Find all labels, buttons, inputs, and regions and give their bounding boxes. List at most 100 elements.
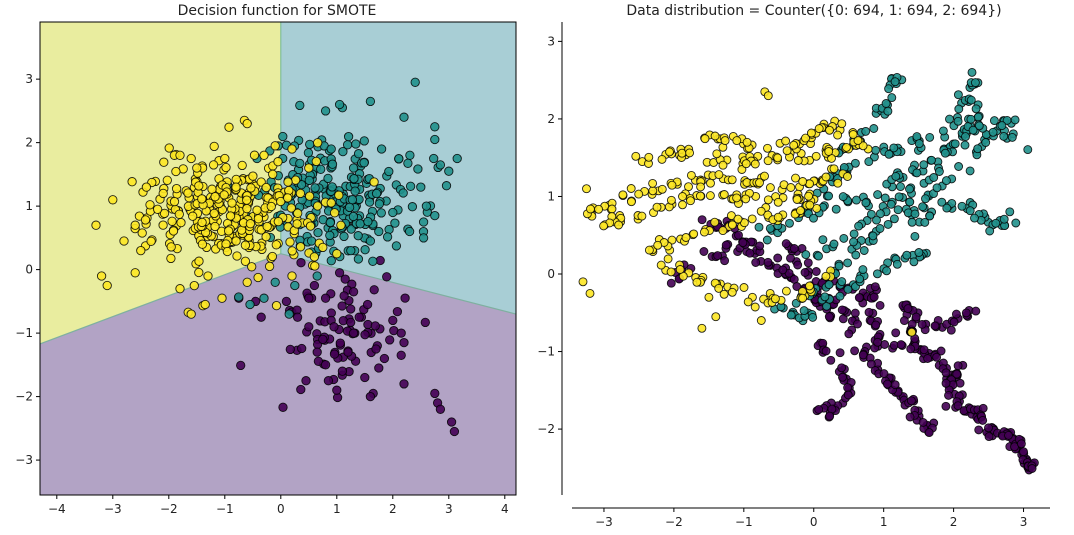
point-class-2	[750, 159, 760, 169]
point-class-2	[648, 186, 658, 196]
point-class-2	[246, 183, 256, 193]
point-class-1	[883, 219, 893, 229]
point-class-1	[872, 269, 882, 279]
point-class-1	[957, 201, 967, 211]
point-class-0	[843, 383, 853, 393]
point-class-0	[713, 251, 723, 261]
point-class-0	[896, 340, 906, 350]
point-class-2	[742, 137, 752, 147]
point-class-1	[452, 153, 462, 164]
point-class-1	[347, 195, 358, 205]
point-class-2	[249, 150, 260, 160]
y-axis-ticks: −3 −2 −1 0 1 2 3	[15, 72, 40, 467]
point-class-0	[763, 257, 773, 267]
y-tick-label: −3	[15, 453, 33, 467]
point-class-1	[896, 182, 905, 192]
point-class-1	[429, 153, 439, 164]
point-class-1	[871, 145, 881, 155]
point-class-2	[714, 170, 724, 180]
point-class-0	[392, 306, 403, 317]
point-class-2	[197, 194, 207, 204]
point-class-2	[652, 202, 662, 212]
point-class-2	[309, 252, 320, 262]
point-class-1	[405, 150, 415, 160]
point-class-0	[919, 345, 929, 355]
point-class-0	[873, 337, 883, 347]
point-class-1	[403, 158, 413, 168]
point-class-2	[203, 271, 213, 281]
point-class-2	[176, 217, 186, 228]
point-class-2	[174, 209, 184, 219]
point-class-2	[666, 195, 676, 205]
point-class-1	[858, 265, 868, 275]
point-class-2	[782, 146, 792, 156]
x-tick-label: 2	[950, 515, 958, 529]
point-class-2	[332, 249, 342, 259]
point-class-1	[310, 183, 320, 193]
point-class-2	[312, 201, 323, 211]
point-class-2	[678, 200, 687, 210]
point-class-1	[974, 121, 984, 131]
y-tick-label: −2	[15, 390, 33, 404]
point-class-1	[914, 139, 924, 149]
point-class-0	[399, 379, 409, 389]
point-class-2	[755, 178, 764, 188]
point-class-2	[653, 240, 663, 250]
point-class-2	[732, 136, 742, 146]
point-class-2	[719, 289, 729, 299]
point-class-2	[719, 190, 729, 199]
point-class-0	[301, 376, 311, 386]
point-class-0	[340, 274, 350, 284]
point-class-2	[718, 160, 728, 170]
point-class-0	[961, 308, 971, 318]
point-class-2	[242, 277, 252, 287]
point-class-2	[743, 297, 753, 307]
point-class-2	[209, 141, 219, 152]
point-class-2	[801, 133, 810, 143]
point-class-1	[762, 235, 772, 245]
point-class-1	[831, 204, 841, 214]
point-class-0	[974, 425, 984, 435]
point-class-1	[981, 138, 991, 147]
point-class-2	[159, 157, 169, 167]
point-class-1	[334, 99, 345, 110]
point-class-0	[304, 322, 314, 332]
point-class-0	[864, 307, 874, 317]
point-class-2	[175, 150, 185, 160]
point-class-1	[919, 160, 929, 170]
point-class-0	[278, 402, 288, 412]
x-tick-label: −2	[160, 502, 178, 516]
point-class-1	[809, 213, 818, 223]
point-class-0	[824, 312, 834, 322]
point-class-2	[127, 177, 137, 187]
point-class-2	[781, 286, 791, 296]
point-class-2	[210, 192, 220, 202]
y-tick-label: 3	[547, 34, 555, 48]
point-class-1	[942, 203, 952, 213]
point-class-2	[253, 214, 264, 224]
point-class-2	[231, 174, 241, 185]
point-class-0	[911, 312, 921, 322]
point-class-1	[873, 190, 883, 200]
point-class-1	[353, 231, 363, 241]
point-class-2	[108, 195, 118, 205]
point-class-2	[329, 208, 340, 218]
point-class-1	[997, 121, 1007, 131]
point-class-2	[286, 203, 296, 213]
point-class-2	[837, 119, 847, 129]
point-class-2	[747, 214, 757, 224]
point-class-1	[323, 173, 333, 184]
point-class-1	[391, 241, 402, 251]
point-class-0	[906, 396, 916, 406]
point-class-1	[344, 202, 355, 213]
point-class-1	[967, 67, 977, 77]
point-class-1	[384, 224, 394, 235]
point-class-0	[853, 319, 862, 329]
point-class-2	[162, 175, 172, 185]
point-class-2	[791, 173, 800, 183]
point-class-2	[166, 253, 176, 264]
point-class-2	[186, 309, 196, 319]
point-class-0	[936, 346, 946, 356]
point-class-1	[891, 171, 901, 181]
